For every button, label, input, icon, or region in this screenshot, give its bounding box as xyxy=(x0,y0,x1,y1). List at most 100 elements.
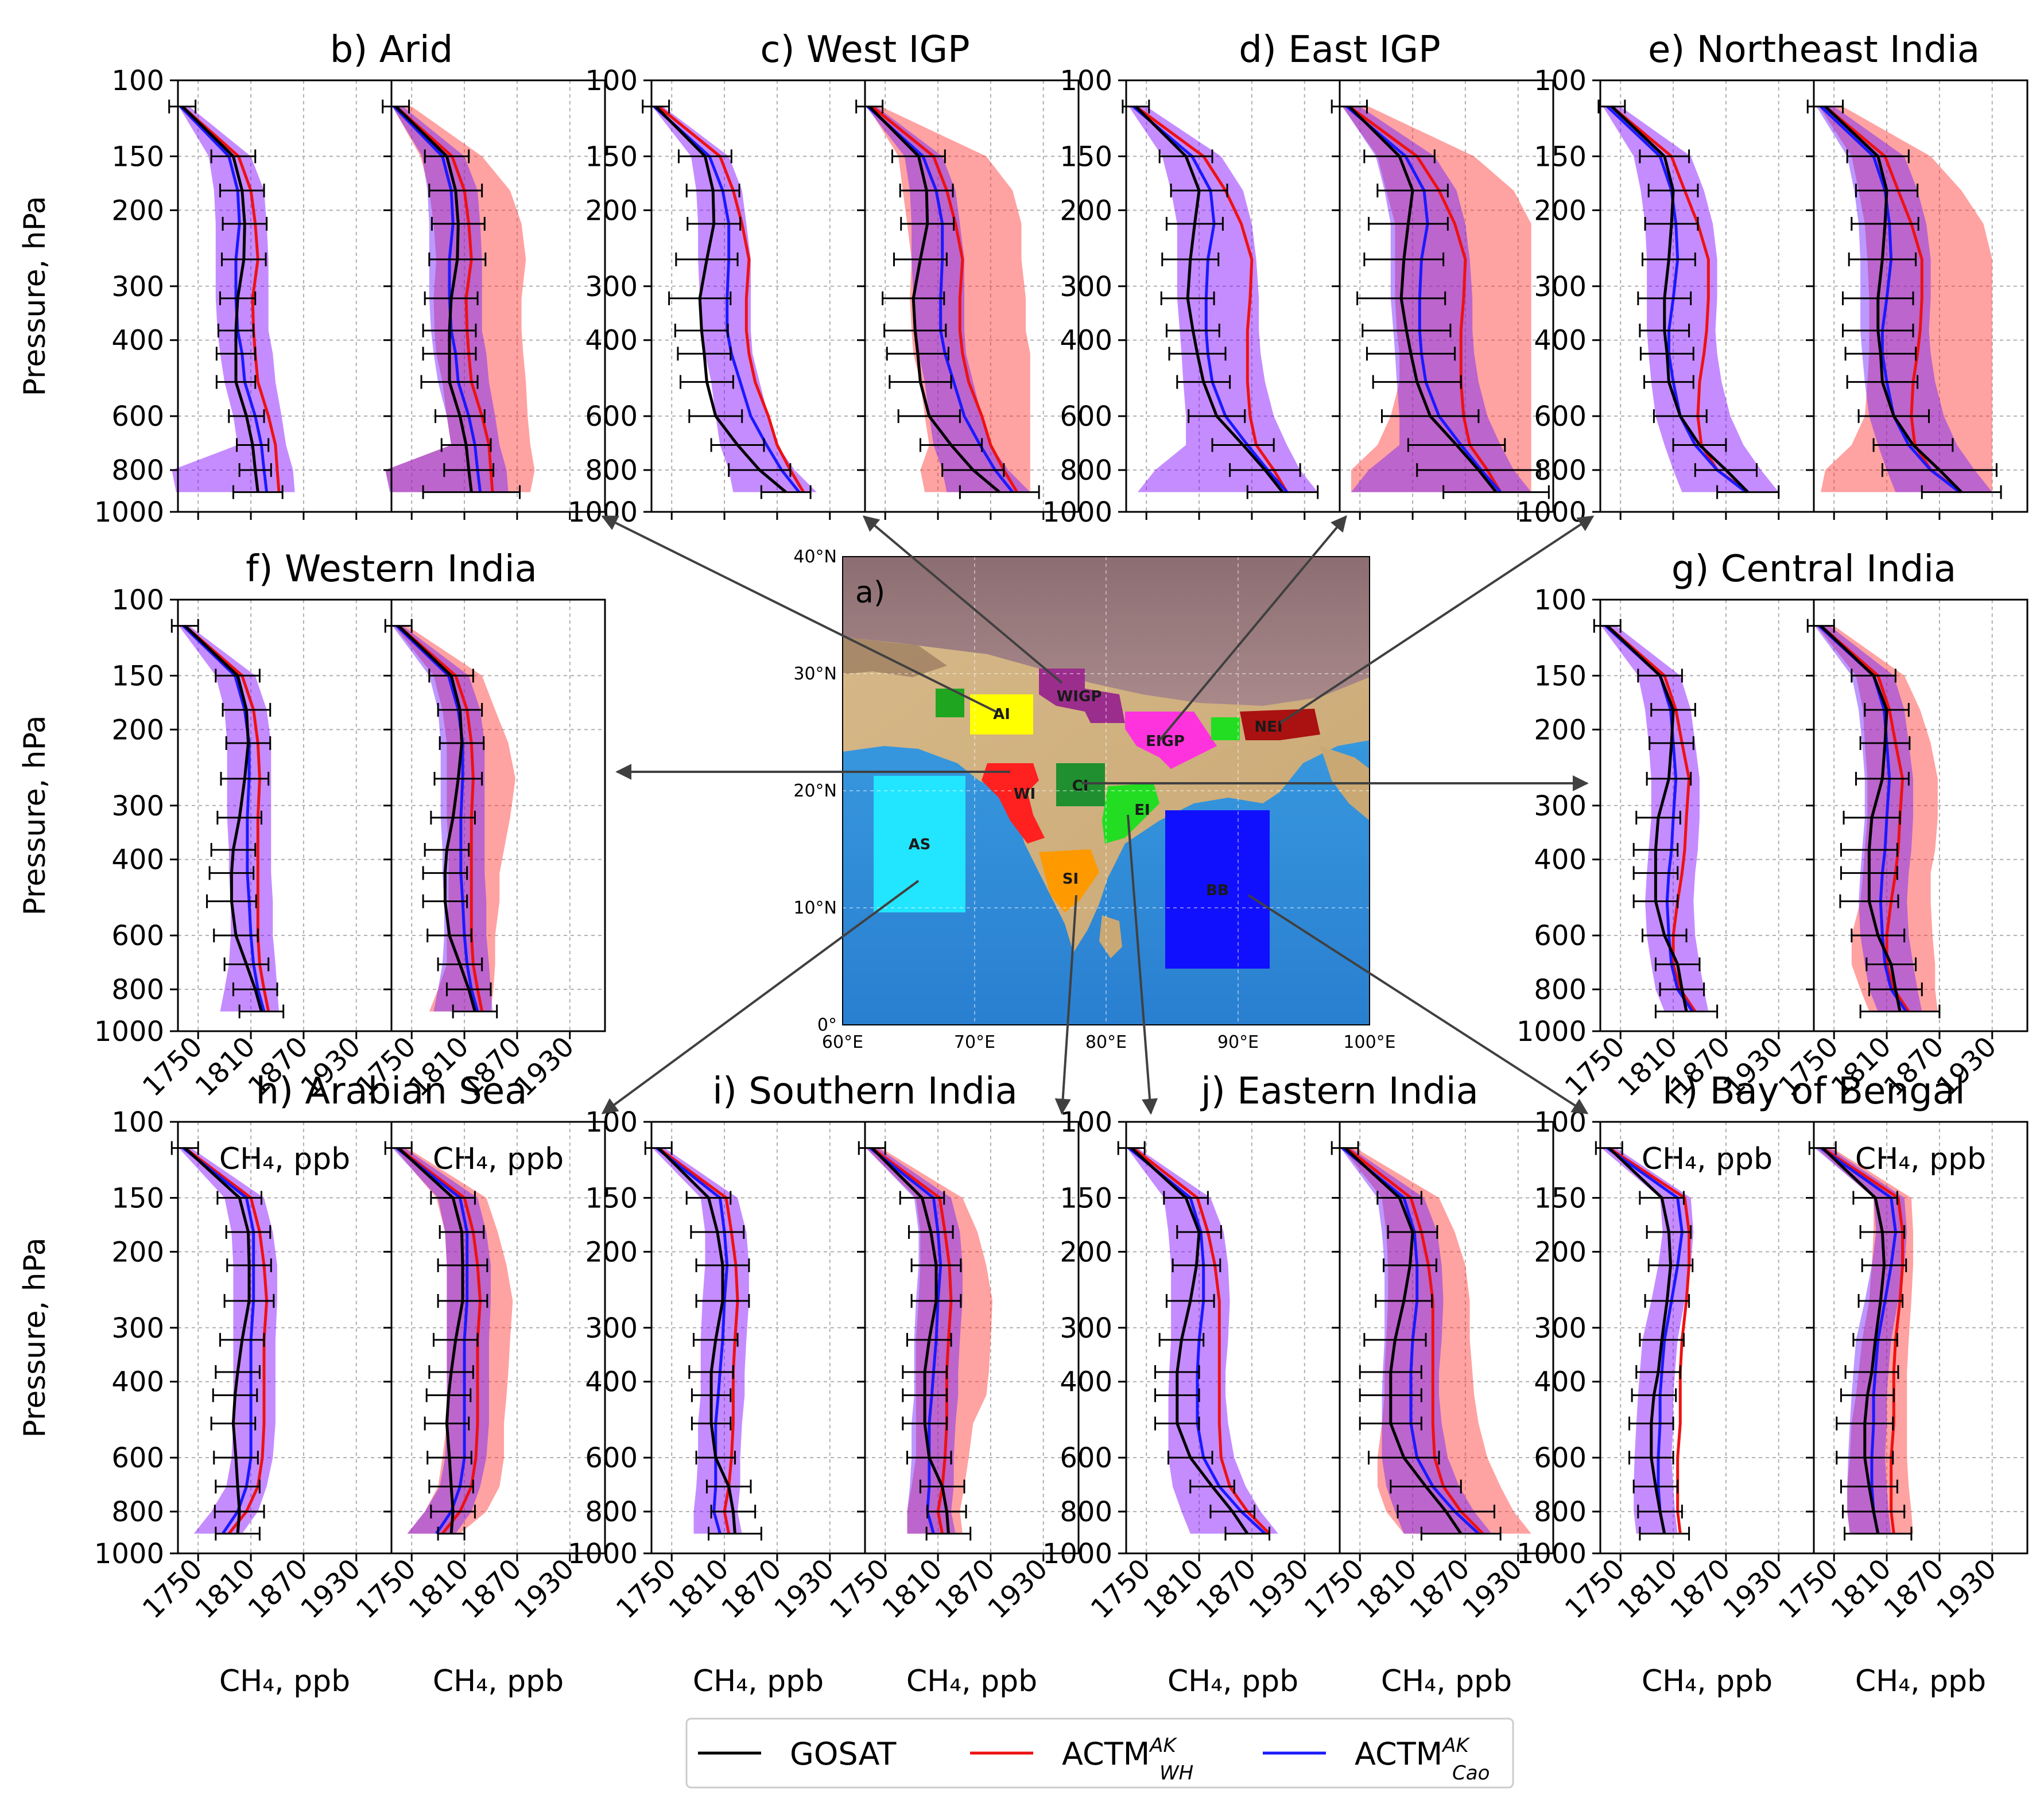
errbar-right-i-0 xyxy=(858,1141,886,1155)
xtick-kright-2: 1870 xyxy=(1878,1553,1950,1625)
band-left-d xyxy=(1128,106,1318,492)
errbar-left-f-7 xyxy=(208,866,255,880)
errbar-left-f-11 xyxy=(232,982,278,997)
errbar-right-d-10 xyxy=(1407,438,1506,452)
xtick-jright-2: 1870 xyxy=(1403,1553,1476,1625)
errbar-left-e-6 xyxy=(1639,323,1690,337)
errbar-left-i-0 xyxy=(644,1141,673,1155)
errbar-left-k-5 xyxy=(1639,1332,1685,1347)
xlabel-f-right: CH₄, ppb xyxy=(433,1142,564,1176)
errbar-left-h-0 xyxy=(170,1141,199,1155)
map-label: a) xyxy=(855,576,885,610)
region-ci xyxy=(1056,763,1105,806)
xtick-fleft-1: 1810 xyxy=(189,1031,262,1103)
xlabel-h-left: CH₄, ppb xyxy=(219,1664,350,1699)
errbar-right-g-6 xyxy=(1840,842,1898,857)
errbar-left-d-1 xyxy=(1158,149,1213,164)
panel-title-c: c) West IGP xyxy=(760,29,969,71)
errbar-right-c-0 xyxy=(855,99,884,114)
band-cao-b xyxy=(385,106,509,492)
map-region-label-ei: EI xyxy=(1134,802,1150,819)
xtick-jleft-1: 1810 xyxy=(1138,1553,1210,1625)
errbar-right-d-6 xyxy=(1362,323,1452,337)
errbar-right-c-8 xyxy=(889,375,952,389)
xtick-kleft-2: 1870 xyxy=(1664,1553,1736,1625)
xtick-hleft-3: 1930 xyxy=(294,1553,367,1625)
frame-b-right xyxy=(390,79,606,513)
region-map: a) 40°N 30°N 20°N 10°N 0°60°E 70°E 80°E 90°E 100… xyxy=(793,547,1395,1052)
errbar-left-j-3 xyxy=(1172,1258,1221,1272)
xtick-jright-1: 1810 xyxy=(1351,1553,1424,1625)
region-wi xyxy=(982,763,1045,844)
region-eigp-edge xyxy=(1211,717,1240,740)
errbar-right-b-12 xyxy=(422,485,521,499)
errbar-right-g-10 xyxy=(1865,957,1917,972)
ytick-j-6: 800 xyxy=(1060,1496,1112,1528)
errbar-left-e-2 xyxy=(1647,183,1699,197)
errbar-right-b-8 xyxy=(420,375,479,389)
xtick-iright-0: 1750 xyxy=(824,1553,896,1625)
errbar-left-h-1 xyxy=(216,1191,262,1205)
errbar-left-b-12 xyxy=(232,485,284,499)
ytick-k-6: 800 xyxy=(1534,1496,1587,1528)
errbar-right-h-9 xyxy=(426,1451,472,1465)
xtick-hright-2: 1870 xyxy=(455,1553,528,1625)
ytick-g-6: 800 xyxy=(1534,974,1587,1006)
errbar-right-b-9 xyxy=(435,409,486,423)
errbar-left-d-2 xyxy=(1170,183,1228,197)
ytick-e-7: 1000 xyxy=(1516,496,1587,529)
map-lon-tick-4: 100°E xyxy=(1343,1032,1395,1052)
ytick-g-0: 100 xyxy=(1534,584,1587,616)
ytick-c-1: 150 xyxy=(585,141,638,173)
map-lon-tick-3: 90°E xyxy=(1217,1032,1259,1052)
errbar-left-k-10 xyxy=(1632,1479,1679,1494)
errbar-right-g-4 xyxy=(1855,772,1910,786)
ytick-f-0: 100 xyxy=(111,584,164,616)
arrow-ai xyxy=(601,515,996,713)
errbar-right-f-10 xyxy=(437,957,483,972)
ytick-i-1: 150 xyxy=(585,1182,638,1214)
band-wh-b xyxy=(385,106,535,492)
map-lon-tick-0: 60°E xyxy=(822,1032,863,1052)
subplot-c-right xyxy=(855,79,1080,520)
errbar-right-h-1 xyxy=(430,1191,476,1205)
legend-label-cao-sub: Cao xyxy=(1452,1762,1490,1785)
ytick-h-6: 800 xyxy=(111,1496,164,1528)
arrow-wigp xyxy=(862,515,1063,684)
errbar-left-j-4 xyxy=(1165,1294,1215,1308)
errbar-left-e-9 xyxy=(1653,409,1708,423)
xtick-jleft-2: 1870 xyxy=(1190,1553,1262,1625)
xtick-kright-0: 1750 xyxy=(1772,1553,1845,1625)
errbar-left-b-2 xyxy=(219,183,265,197)
arrow-eigp xyxy=(1158,515,1347,741)
errbar-right-b-11 xyxy=(443,463,495,477)
panel-d: 100 150 200 300 400 600 800 1000 d) East IGP xyxy=(1042,29,1554,529)
ytick-h-2: 200 xyxy=(111,1236,164,1268)
ylabel-h: Pressure, hPa xyxy=(18,1238,52,1438)
errbar-right-j-0 xyxy=(1331,1141,1359,1155)
errbar-left-h-8 xyxy=(210,1416,257,1431)
errbar-right-f-11 xyxy=(445,982,492,997)
errbar-left-g-9 xyxy=(1641,928,1688,943)
errbar-right-k-3 xyxy=(1861,1258,1907,1272)
errbar-right-f-1 xyxy=(428,669,474,683)
errbar-right-f-0 xyxy=(384,619,413,633)
errbar-left-e-10 xyxy=(1672,438,1727,452)
panel-title-b: b) Arid xyxy=(330,29,453,71)
errbar-left-k-7 xyxy=(1631,1388,1677,1402)
xlabel-j-right: CH₄, ppb xyxy=(1381,1664,1512,1699)
errbar-right-e-10 xyxy=(1872,438,1954,452)
ytick-c-3: 300 xyxy=(585,271,638,303)
region-bb xyxy=(1165,810,1270,969)
errbar-left-k-11 xyxy=(1637,1505,1683,1519)
ytick-j-0: 100 xyxy=(1060,1106,1112,1138)
ytick-i-5: 600 xyxy=(585,1442,638,1474)
map-lon-tick-2: 80°E xyxy=(1085,1032,1127,1052)
errbar-left-b-0 xyxy=(168,99,197,114)
errbar-right-j-6 xyxy=(1359,1365,1422,1379)
band-wh-g xyxy=(1816,625,1938,1012)
errbar-left-j-10 xyxy=(1189,1479,1235,1494)
errbar-right-b-7 xyxy=(422,347,477,361)
legend-label-cao-sup: AK xyxy=(1441,1734,1470,1757)
